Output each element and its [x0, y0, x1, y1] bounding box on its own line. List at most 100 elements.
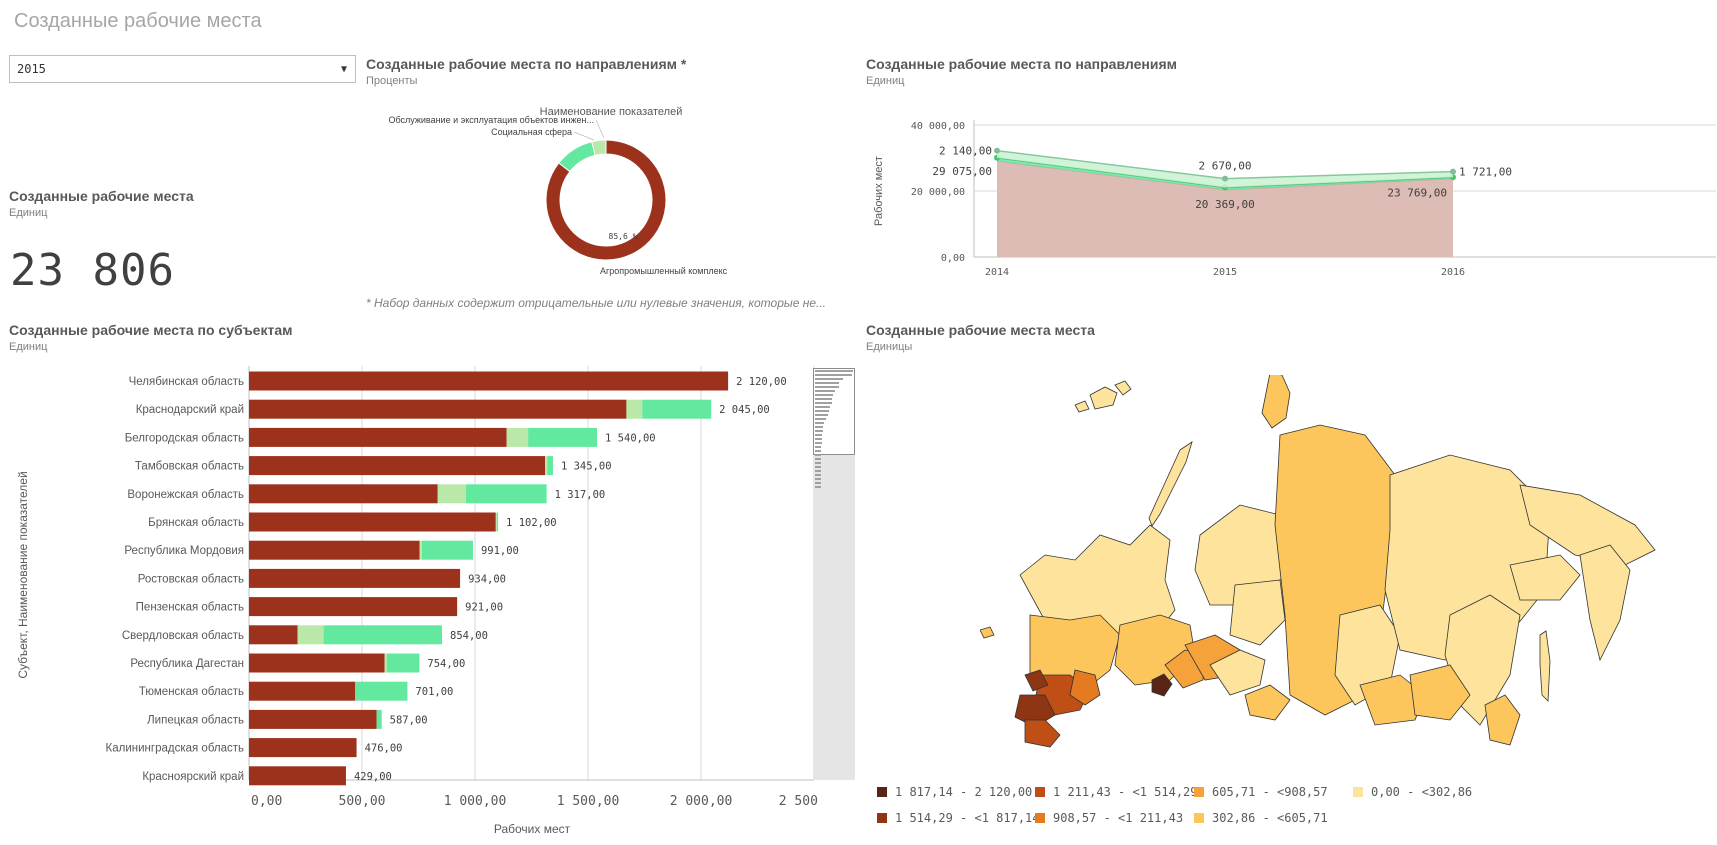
bar-segment[interactable]: [249, 399, 627, 419]
donut-slice[interactable]: [558, 141, 596, 173]
bar-chart[interactable]: 0,00 500,00 1 000,00 1 500,00 2 000,00 2 500,…: [0, 360, 820, 845]
bar-segment[interactable]: [386, 653, 420, 673]
minimap-bar: [815, 402, 832, 404]
line-title: Созданные рабочие места по направлениям: [866, 56, 1177, 72]
bar-segment[interactable]: [323, 625, 443, 645]
bar-category-label: Челябинская область: [129, 376, 244, 388]
area-point[interactable]: [994, 147, 1000, 154]
bar-value-label: 587,00: [390, 714, 428, 726]
bar-category-label: Калининградская область: [106, 743, 244, 755]
area-series[interactable]: [997, 161, 1453, 257]
area-series[interactable]: [997, 150, 1453, 188]
donut-slice[interactable]: [545, 139, 667, 261]
bar-segment[interactable]: [249, 540, 420, 560]
minimap-bar: [815, 398, 832, 400]
area-x-tick: 2016: [1441, 267, 1465, 278]
bar-segment[interactable]: [249, 766, 346, 786]
donut-value-label: 85,6 %: [609, 232, 638, 241]
map-region-altai: [1244, 684, 1291, 721]
line-panel-header: Созданные рабочие места по направлениям …: [866, 56, 1177, 87]
bar-segment[interactable]: [437, 484, 466, 504]
area-value-label: 1 721,00: [1459, 166, 1512, 179]
bar-segment[interactable]: [249, 709, 377, 729]
minimap-bar: [815, 406, 831, 408]
bar-segment[interactable]: [545, 456, 548, 476]
map-legend-label: 605,71 - <908,57: [1212, 785, 1328, 799]
page-title: Созданные рабочие места: [14, 10, 262, 32]
area-point[interactable]: [1450, 168, 1456, 175]
bar-segment[interactable]: [355, 681, 408, 701]
bar-segment[interactable]: [419, 540, 422, 560]
bar-segment[interactable]: [249, 681, 356, 701]
bar-segment[interactable]: [421, 540, 473, 560]
area-chart[interactable]: Рабочих мест 0,00 20 000,00 40 000,00 2014 20…: [866, 110, 1716, 310]
bar-segment[interactable]: [249, 456, 546, 476]
donut-label-service: Обслуживание и эксплуатация объектов инж…: [388, 115, 594, 125]
bar-segment[interactable]: [528, 427, 598, 447]
bar-segment[interactable]: [249, 597, 458, 617]
bar-category-label: Пензенская область: [136, 602, 244, 614]
map-legend-swatch: [1194, 787, 1204, 797]
minimap-bar: [815, 462, 821, 464]
map-region-sakhalin: [1539, 630, 1551, 702]
map-legend-item: 1 514,29 - <1 817,14: [877, 811, 1040, 825]
map-region-kamchatka: [1579, 544, 1631, 662]
bar-category-label: Белгородская область: [125, 432, 244, 444]
bar-segment[interactable]: [626, 399, 643, 419]
bar-category-label: Республика Мордовия: [124, 545, 244, 557]
bar-segment[interactable]: [495, 512, 497, 532]
bar-segment[interactable]: [506, 427, 529, 447]
bar-value-label: 754,00: [427, 658, 465, 670]
map-legend-swatch: [1353, 787, 1363, 797]
minimap-bar: [815, 390, 835, 392]
map-legend-item: 0,00 - <302,86: [1353, 785, 1472, 799]
area-marks[interactable]: [994, 147, 1456, 257]
bar-segment[interactable]: [384, 653, 387, 673]
donut-leader-line: [595, 119, 605, 139]
bar-segment[interactable]: [249, 738, 357, 758]
bar-value-label: 2 120,00: [736, 376, 787, 388]
area-x-tick: 2014: [985, 267, 1009, 278]
bar-category-label: Брянская область: [148, 517, 244, 529]
bar-segment[interactable]: [249, 427, 507, 447]
bar-segment[interactable]: [496, 512, 499, 532]
year-filter-dropdown[interactable]: 2015 ▼: [9, 55, 356, 83]
bar-value-label: 1 317,00: [555, 489, 606, 501]
bar-x-tick: 1 500,00: [557, 794, 620, 809]
map-region-tomsk: [1229, 579, 1286, 646]
bar-segment[interactable]: [249, 653, 385, 673]
minimap-bar: [815, 474, 821, 476]
area-y-tick: 0,00: [941, 253, 965, 264]
map-region-kaliningrad: [980, 626, 995, 639]
donut-panel-header: Созданные рабочие места по направлениям …: [366, 56, 686, 87]
map-legend-label: 1 514,29 - <1 817,14: [895, 811, 1040, 825]
minimap-bar: [815, 470, 821, 472]
bar-segment[interactable]: [249, 371, 729, 391]
map-legend-item: 1 211,43 - <1 514,29: [1035, 785, 1198, 799]
bar-segment[interactable]: [547, 456, 553, 476]
area-value-label: 20 369,00: [1195, 198, 1255, 211]
map-legend-swatch: [1194, 813, 1204, 823]
bar-marks[interactable]: [249, 371, 729, 786]
bar-segment[interactable]: [249, 512, 496, 532]
bar-segment[interactable]: [249, 568, 461, 588]
donut-slices[interactable]: [545, 139, 667, 261]
russia-map[interactable]: [980, 375, 1660, 775]
bar-x-tick: 2 000,00: [670, 794, 733, 809]
bar-segment[interactable]: [465, 484, 547, 504]
minimap-bar: [815, 450, 821, 452]
bar-segment[interactable]: [297, 625, 324, 645]
bar-value-label: 991,00: [481, 545, 519, 557]
donut-leader-line: [573, 131, 595, 141]
bar-segment[interactable]: [249, 625, 298, 645]
donut-chart[interactable]: Наименование показателей Агропромышленны…: [366, 100, 856, 290]
area-x-tick: 2015: [1213, 267, 1237, 278]
bar-segment[interactable]: [642, 399, 712, 419]
minimap-bar: [815, 382, 840, 384]
area-point[interactable]: [1222, 175, 1228, 182]
donut-slice[interactable]: [591, 139, 607, 156]
donut-label-social: Социальная сфера: [491, 127, 572, 137]
area-y-axis-title: Рабочих мест: [873, 156, 885, 226]
bar-segment[interactable]: [376, 709, 382, 729]
bar-segment[interactable]: [249, 484, 438, 504]
